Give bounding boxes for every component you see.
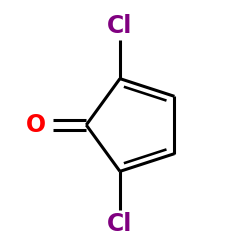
Text: Cl: Cl bbox=[107, 212, 132, 236]
Text: O: O bbox=[26, 113, 46, 137]
Text: Cl: Cl bbox=[107, 14, 132, 38]
